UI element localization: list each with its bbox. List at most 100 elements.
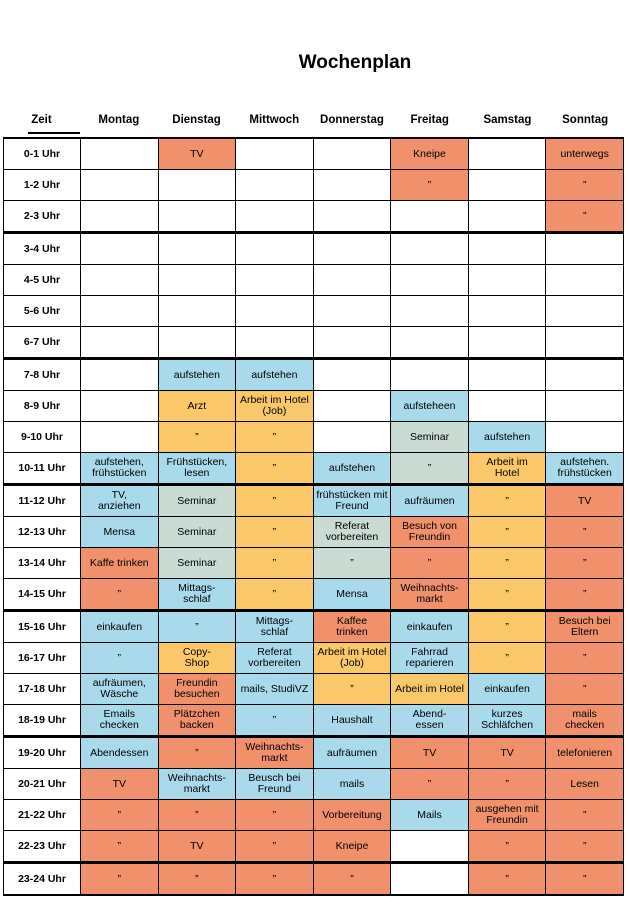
- schedule-cell: ausgehen mit Freundin: [467, 799, 547, 831]
- schedule-cell: ”: [467, 830, 547, 864]
- schedule-cell: ”: [235, 421, 314, 453]
- schedule-cell: Kneipe: [312, 830, 392, 864]
- schedule-cell: [545, 295, 624, 327]
- schedule-cell: [467, 358, 547, 391]
- schedule-cell: Seminar: [157, 547, 237, 579]
- schedule-cell: ”: [545, 200, 624, 234]
- schedule-cell: ”: [545, 862, 624, 896]
- schedule-cell: TV: [390, 736, 469, 769]
- schedule-cell: TV, anziehen: [80, 484, 159, 517]
- schedule-cell: [312, 326, 392, 360]
- table-row: 13-14 Uhr Kaffe trinken Seminar”””””: [3, 547, 624, 579]
- schedule-cell: ”: [312, 673, 392, 705]
- schedule-cell: Mensa: [312, 578, 392, 612]
- schedule-cell: ”: [467, 484, 547, 517]
- time-label: 8-9 Uhr: [3, 390, 81, 422]
- zeit-underline: [28, 132, 80, 134]
- schedule-cell: aufräumen: [390, 484, 469, 517]
- schedule-cell: ”: [467, 862, 547, 896]
- schedule-cell: mails, StudiVZ: [235, 673, 314, 705]
- schedule-cell: [467, 264, 547, 296]
- schedule-cell: Plätzchen backen: [157, 704, 237, 738]
- schedule-cell: ”: [235, 484, 314, 517]
- schedule-cell: TV: [157, 830, 237, 864]
- schedule-cell: [157, 295, 237, 327]
- schedule-cell: [157, 264, 237, 296]
- schedule-cell: Emails checken: [80, 704, 159, 738]
- table-row: 7-8 Uhr aufstehen aufstehen: [3, 358, 624, 391]
- time-label: 18-19 Uhr: [3, 704, 81, 738]
- schedule-cell: [467, 326, 547, 360]
- column-header-sonntag: Sonntag: [562, 114, 609, 126]
- schedule-cell: [467, 200, 547, 234]
- schedule-cell: Besuch von Freundin: [390, 516, 469, 548]
- schedule-cell: unterwegs: [545, 137, 624, 170]
- schedule-cell: [312, 169, 392, 201]
- schedule-cell: [80, 264, 159, 296]
- schedule-cell: ”: [467, 578, 547, 612]
- schedule-cell: [545, 264, 624, 296]
- schedule-cell: [80, 295, 159, 327]
- table-row: 6-7 Uhr: [3, 326, 624, 360]
- schedule-cell: [390, 200, 469, 234]
- schedule-cell: ”: [545, 830, 624, 864]
- schedule-cell: Referat vorbereiten: [312, 516, 392, 548]
- schedule-cell: [157, 232, 237, 265]
- schedule-cell: [545, 421, 624, 453]
- schedule-table: 0-1 Uhr TV Kneipe unterwegs 1-2 Uhr”” 2-3 Uhr…: [3, 137, 624, 896]
- schedule-cell: Besuch bei Eltern: [545, 610, 624, 643]
- schedule-cell: aufstehen, frühstücken: [80, 452, 159, 486]
- schedule-cell: mails checken: [545, 704, 624, 738]
- table-row: 11-12 Uhr TV, anziehen Seminar” frühstücken…: [3, 484, 624, 517]
- schedule-cell: ”: [157, 421, 237, 453]
- schedule-cell: aufstehen: [312, 452, 392, 486]
- schedule-cell: Kaffee trinken: [312, 610, 392, 643]
- schedule-cell: [467, 390, 547, 422]
- schedule-cell: [467, 232, 547, 265]
- schedule-cell: ”: [235, 830, 314, 864]
- schedule-cell: Seminar: [390, 421, 469, 453]
- schedule-cell: Mails: [390, 799, 469, 831]
- schedule-cell: Lesen: [545, 768, 624, 800]
- schedule-cell: [390, 295, 469, 327]
- time-label: 15-16 Uhr: [3, 610, 81, 643]
- schedule-cell: Kaffe trinken: [80, 547, 159, 579]
- schedule-cell: ”: [157, 736, 237, 769]
- schedule-cell: Vorbereitung: [312, 799, 392, 831]
- schedule-cell: ”: [545, 799, 624, 831]
- schedule-cell: [80, 169, 159, 201]
- schedule-cell: [467, 137, 547, 170]
- schedule-cell: [80, 358, 159, 391]
- schedule-cell: ”: [157, 610, 237, 643]
- time-label: 1-2 Uhr: [3, 169, 81, 201]
- schedule-cell: Frühstücken, lesen: [157, 452, 237, 486]
- time-label: 22-23 Uhr: [3, 830, 81, 864]
- table-row: 20-21 Uhr TV Weihnachts- markt Beusch bei F…: [3, 768, 624, 800]
- schedule-cell: frühstücken mit Freund: [312, 484, 392, 517]
- schedule-cell: [80, 326, 159, 360]
- table-row: 22-23 Uhr” TV” Kneipe””: [3, 830, 624, 864]
- schedule-cell: [312, 358, 392, 391]
- schedule-cell: Mittags- schlaf: [235, 610, 314, 643]
- schedule-cell: ”: [390, 452, 469, 486]
- table-row: 1-2 Uhr ” ”: [3, 169, 624, 201]
- schedule-cell: ”: [312, 862, 392, 896]
- schedule-cell: TV: [80, 768, 159, 800]
- time-label: 11-12 Uhr: [3, 484, 81, 517]
- time-label: 12-13 Uhr: [3, 516, 81, 548]
- schedule-cell: Beusch bei Freund: [235, 768, 314, 800]
- schedule-cell: einkaufen: [80, 610, 159, 643]
- schedule-cell: [235, 326, 314, 360]
- schedule-cell: kurzes Schläfchen: [467, 704, 547, 738]
- time-label: 2-3 Uhr: [3, 200, 81, 234]
- time-label: 4-5 Uhr: [3, 264, 81, 296]
- schedule-cell: [312, 137, 392, 170]
- schedule-cell: [235, 232, 314, 265]
- time-label: 6-7 Uhr: [3, 326, 81, 360]
- schedule-cell: Arbeit im Hotel: [390, 673, 469, 705]
- schedule-cell: TV: [467, 736, 547, 769]
- table-row: 10-11 Uhr aufstehen, frühstücken Frühstück…: [3, 452, 624, 486]
- schedule-cell: [312, 390, 392, 422]
- schedule-cell: [235, 295, 314, 327]
